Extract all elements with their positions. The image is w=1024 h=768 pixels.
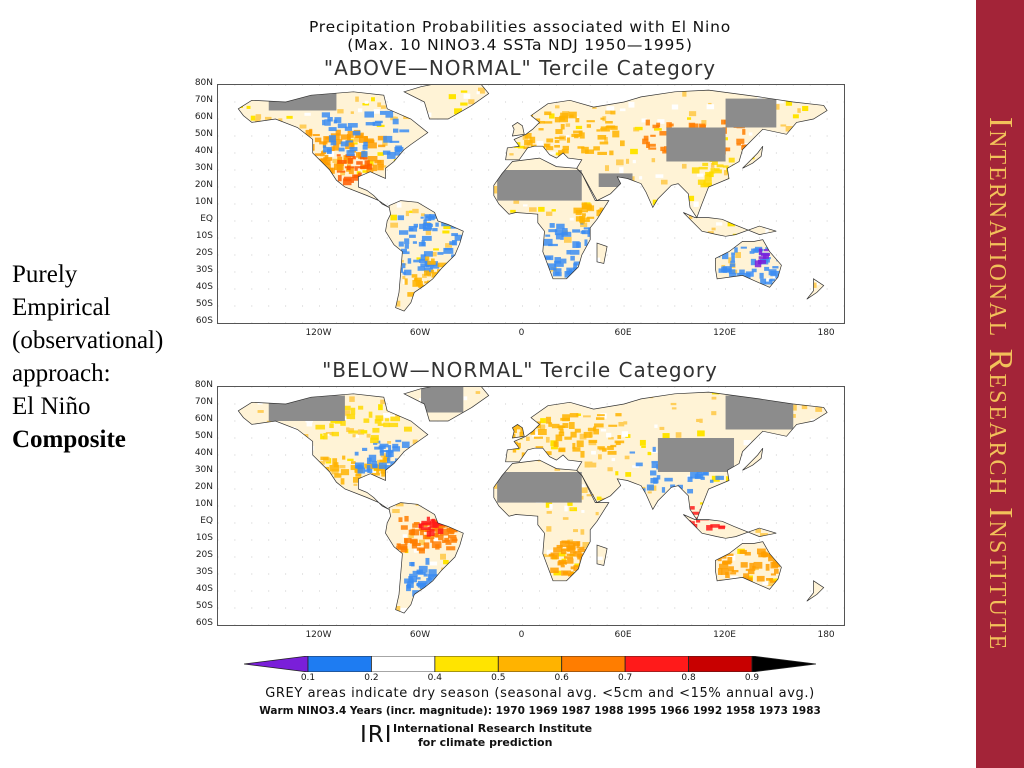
latitude-label: 40S: [195, 282, 213, 292]
latitude-label: 60S: [195, 316, 213, 326]
colorbar-tick-label: 0.9: [744, 673, 760, 683]
figure-title-line2: (Max. 10 NINO3.4 SSTa NDJ 1950—1995): [347, 36, 693, 54]
latitude-label: 20S: [195, 248, 213, 258]
latitude-label: 70N: [194, 397, 213, 407]
world-map: [218, 387, 844, 625]
latitude-label: 50N: [194, 431, 213, 441]
below-normal-title: "BELOW—NORMAL" Tercile Category: [322, 358, 718, 382]
latitude-label: 20S: [195, 550, 213, 560]
colorbar-tick-label: 0.5: [491, 673, 506, 683]
latitude-label: 60N: [194, 414, 213, 424]
colorbar-tick-label: 0.1: [300, 673, 316, 683]
longitude-label: 120E: [713, 630, 736, 640]
banner-text: International Research Institute: [982, 116, 1019, 652]
approach-line: Purely: [12, 261, 78, 288]
latitude-label: 10S: [195, 231, 213, 241]
longitude-label: 120E: [713, 328, 736, 338]
colorbar-tick-label: 0.2: [364, 673, 379, 683]
coastlines: [237, 387, 828, 614]
colorbar-segment: [371, 656, 436, 672]
approach-line: Empirical: [12, 294, 111, 321]
colorbar-segment: [751, 656, 816, 672]
approach-description: Purely Empirical (observational) approac…: [12, 258, 202, 456]
latitude-label: 10S: [195, 533, 213, 543]
world-map: [218, 85, 844, 323]
colorbar-tick-label: 0.4: [427, 673, 442, 683]
probability-colorbar: [244, 656, 816, 672]
longitude-label: 120W: [305, 328, 332, 338]
latitude-label: 60S: [195, 618, 213, 628]
latitude-label: 10N: [194, 197, 213, 207]
approach-line-bold: Composite: [12, 426, 126, 453]
longitude-label: 60W: [409, 630, 431, 640]
figure-title-line1: Precipitation Probabilities associated w…: [308, 18, 732, 36]
longitude-label: 60E: [614, 328, 632, 338]
longitude-label: 120W: [305, 630, 332, 640]
longitude-label: 0: [518, 630, 525, 640]
latitude-label: 30N: [194, 163, 213, 173]
iri-name-line2: for climate prediction: [418, 736, 553, 749]
colorbar-segment: [497, 656, 563, 672]
colorbar-tick-label: 0.8: [681, 673, 696, 683]
coastlines: [237, 85, 828, 312]
colorbar-segment: [244, 656, 309, 672]
below-normal-map: [217, 386, 845, 626]
latitude-label: 30S: [195, 567, 213, 577]
latitude-label: 20N: [194, 482, 213, 492]
latitude-label: 80N: [194, 78, 213, 88]
latitude-label: 40N: [194, 448, 213, 458]
latitude-label: 20N: [194, 180, 213, 190]
warm-years-note: Warm NINO3.4 Years (incr. magnitude): 19…: [259, 705, 821, 717]
iri-mark: IRI: [360, 722, 393, 748]
latitude-label: 80N: [194, 380, 213, 390]
latitude-label: 50S: [195, 299, 213, 309]
latitude-label: 10N: [194, 499, 213, 509]
latitude-label: 30S: [195, 265, 213, 275]
approach-line: approach:: [12, 360, 111, 387]
longitude-label: 60E: [614, 630, 632, 640]
latitude-label: 60N: [194, 112, 213, 122]
latitude-label: 50S: [195, 601, 213, 611]
colorbar-segment: [434, 656, 499, 672]
colorbar-segment: [688, 656, 753, 672]
colorbar-tick-label: 0.6: [554, 673, 569, 683]
latitude-label: EQ: [200, 214, 213, 224]
latitude-label: 40N: [194, 146, 213, 156]
institute-banner: International Research Institute: [976, 0, 1024, 768]
longitude-label: 60W: [409, 328, 431, 338]
colorbar-tick-label: 0.7: [617, 673, 633, 683]
latitude-label: 50N: [194, 129, 213, 139]
longitude-label: 0: [518, 328, 525, 338]
colorbar-segment: [307, 656, 372, 672]
grey-area-note: GREY areas indicate dry season (seasonal…: [265, 686, 815, 701]
longitude-label: 180: [817, 630, 835, 640]
latitude-label: 30N: [194, 465, 213, 475]
colorbar-segment: [624, 656, 689, 672]
above-normal-title: "ABOVE—NORMAL" Tercile Category: [323, 56, 717, 80]
land-shading: [238, 387, 828, 614]
colorbar-segment: [561, 656, 626, 672]
latitude-label: 40S: [195, 584, 213, 594]
land-shading: [238, 85, 828, 312]
latitude-label: EQ: [200, 516, 213, 526]
iri-logo: IRI International Research Institute for…: [360, 722, 620, 752]
approach-line: (observational): [12, 327, 164, 354]
latitude-label: 70N: [194, 95, 213, 105]
approach-line: El Niño: [12, 393, 91, 420]
longitude-label: 180: [817, 328, 835, 338]
above-normal-map: [217, 84, 845, 324]
iri-name-line1: International Research Institute: [393, 722, 593, 735]
